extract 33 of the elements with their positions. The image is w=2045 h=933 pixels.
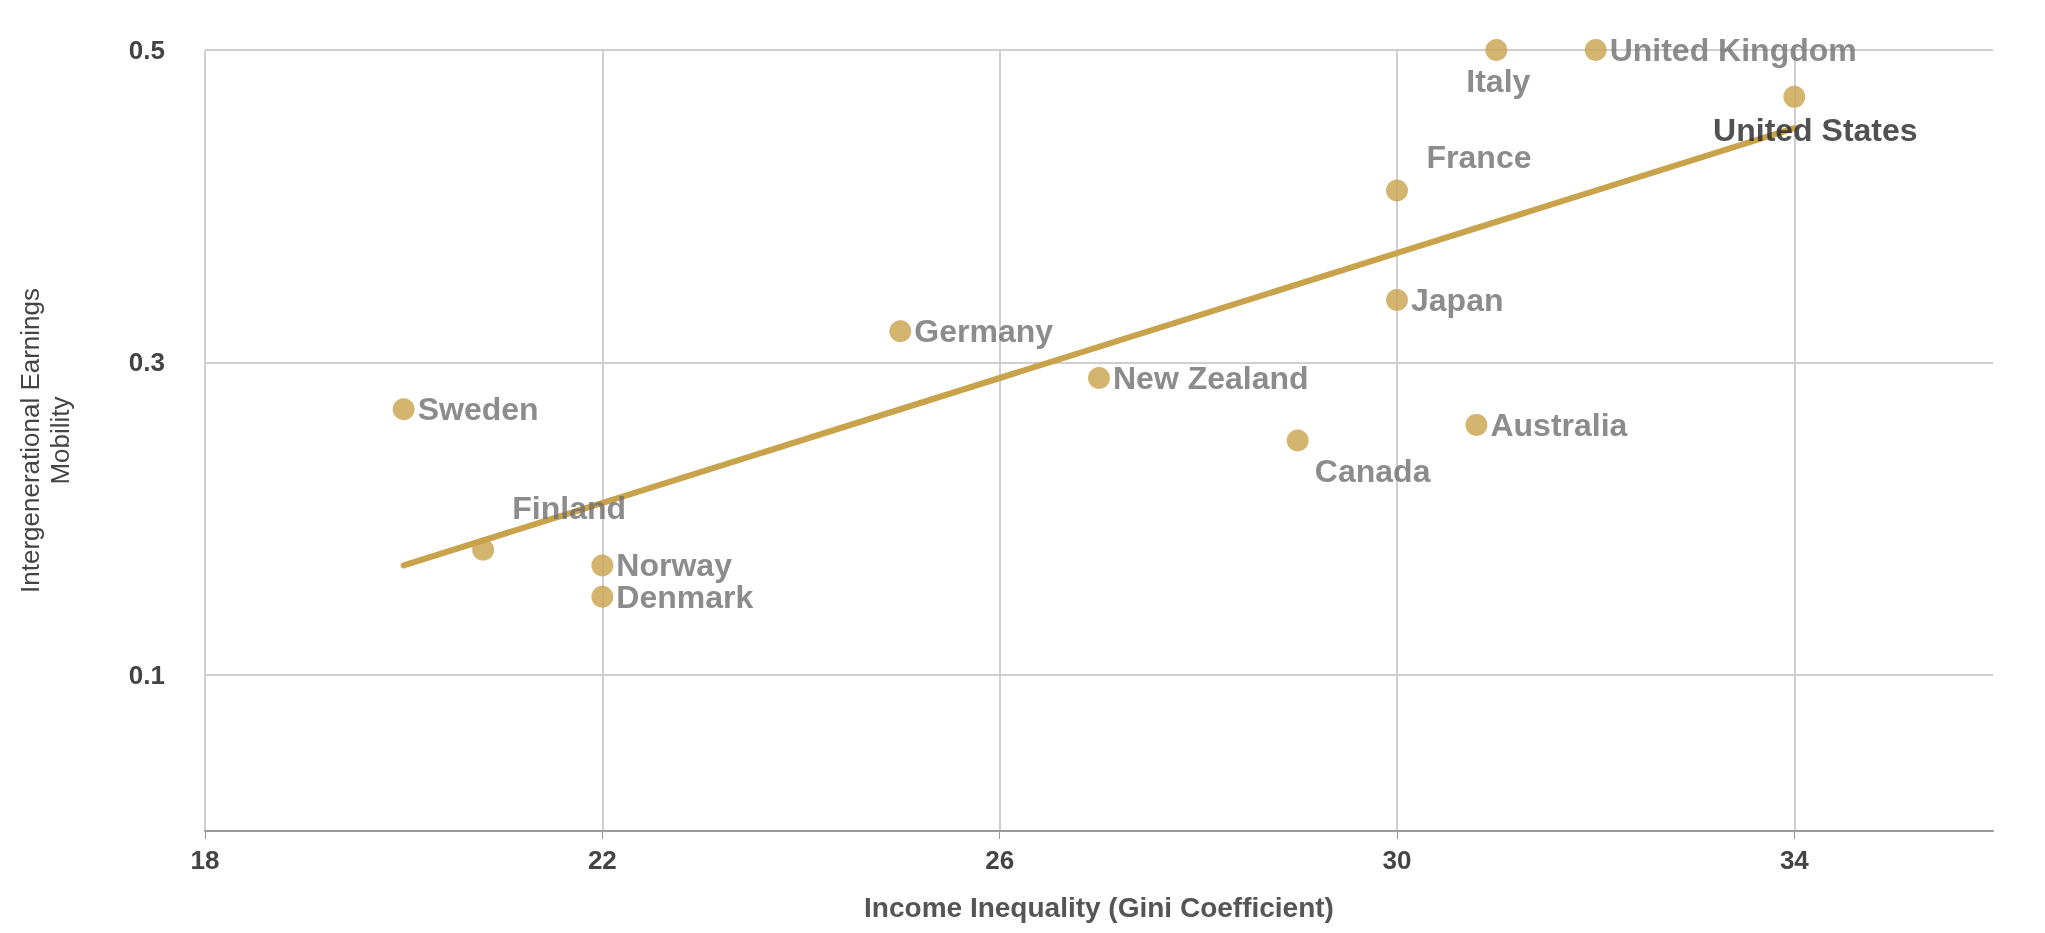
- y-tick-label: 0.1: [128, 659, 165, 690]
- annotation: Italy: [1466, 63, 1531, 99]
- point: [1286, 429, 1309, 452]
- point: [1584, 39, 1607, 61]
- x-tick-label: 30: [1382, 845, 1412, 875]
- x-tick-label: 26: [985, 845, 1015, 875]
- point: [1783, 85, 1806, 108]
- annotation: Sweden: [417, 391, 539, 428]
- annotation: Canada: [1314, 452, 1431, 489]
- x-axis-title: Income Inequality (Gini Coefficient): [864, 891, 1334, 923]
- point: [591, 554, 614, 577]
- point: [591, 585, 614, 608]
- annotation: United Kingdom: [1609, 32, 1857, 68]
- annotation: France: [1426, 138, 1532, 175]
- annotation: Australia: [1490, 406, 1628, 443]
- point: [1465, 413, 1488, 436]
- annotation: New Zealand: [1113, 360, 1309, 397]
- point: [1088, 367, 1110, 390]
- point: [392, 398, 415, 421]
- annotation: Germany: [914, 313, 1054, 350]
- x-tick-label: 22: [587, 845, 617, 875]
- x-tick-label: 18: [190, 845, 220, 875]
- point: [1386, 288, 1408, 311]
- annotation: United States: [1713, 111, 1918, 148]
- y-axis-title: Intergenerational Earnings Mobility: [15, 288, 75, 593]
- y-tick-label: 0.5: [128, 35, 165, 65]
- y-tick-label: 0.3: [128, 347, 165, 378]
- point: [1485, 39, 1508, 61]
- annotation: Japan: [1411, 281, 1504, 318]
- point: [1386, 179, 1408, 202]
- x-tick-label: 34: [1779, 845, 1810, 875]
- point: [472, 538, 495, 561]
- point: [889, 320, 912, 343]
